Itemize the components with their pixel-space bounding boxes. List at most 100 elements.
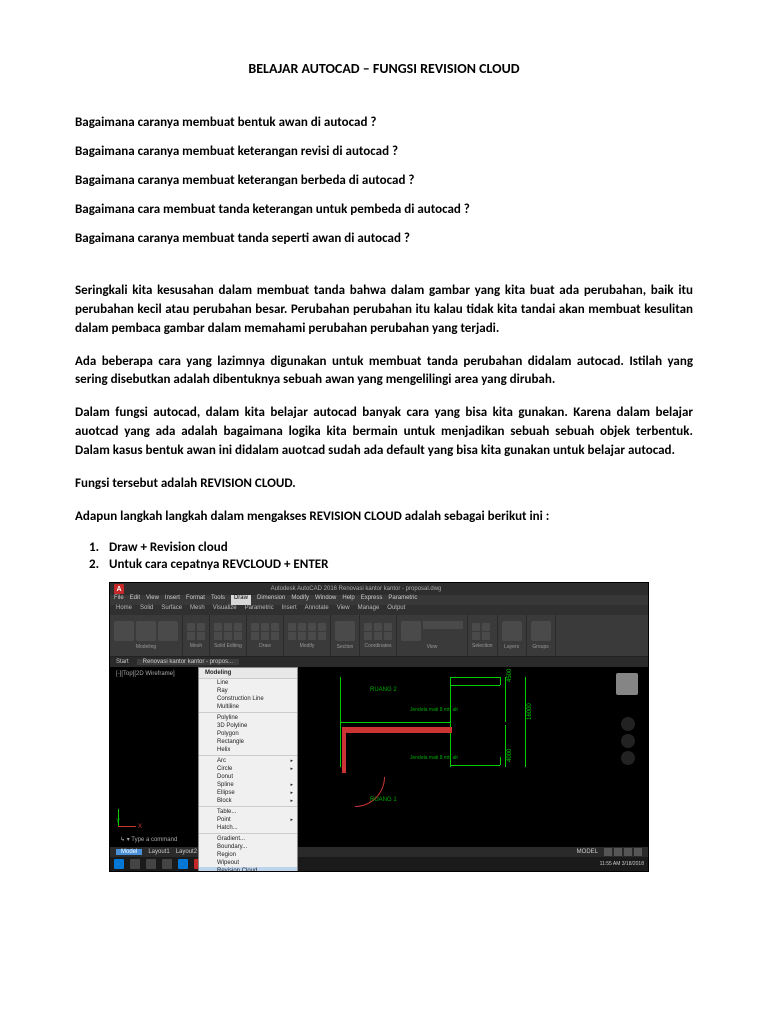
- drawmenu-item[interactable]: Ellipse: [199, 789, 297, 797]
- paragraph-4: Fungsi tersebut adalah REVISION CLOUD.: [75, 475, 693, 494]
- menu-format[interactable]: Format: [186, 595, 205, 605]
- rtab-surface[interactable]: Surface: [161, 605, 182, 615]
- page-title: BELAJAR AUTOCAD – FUNGSI REVISION CLOUD: [75, 60, 693, 77]
- label-ruang1: RUANG 1: [370, 797, 397, 803]
- wall-line: [500, 677, 501, 685]
- rib-panel-view: View: [397, 615, 468, 656]
- dim-line: [505, 677, 506, 722]
- acad-filetabs: Start Renovasi kantor kantor - propos...: [110, 657, 648, 667]
- drawmenu-item[interactable]: Revision Cloud: [199, 867, 297, 872]
- menu-draw[interactable]: Draw: [231, 595, 251, 605]
- rtab-manage[interactable]: Manage: [358, 605, 380, 615]
- menu-modify[interactable]: Modify: [291, 595, 309, 605]
- drawmenu-item[interactable]: Hatch...: [199, 824, 297, 832]
- taskbar-icon[interactable]: [162, 859, 172, 869]
- drawmenu-item[interactable]: Construction Line: [199, 695, 297, 703]
- acad-ribbontabs: Home Solid Surface Mesh Visualize Parame…: [110, 605, 648, 615]
- acad-titlebar: A Autodesk AutoCAD 2016 Renovasi kantor …: [110, 583, 648, 595]
- wall-line: [450, 765, 500, 766]
- drawmenu-item[interactable]: Donut: [199, 773, 297, 781]
- rtab-view[interactable]: View: [337, 605, 350, 615]
- rib-panel-coord: Coordinates: [360, 615, 397, 656]
- filetab-doc[interactable]: Renovasi kantor kantor - propos...: [137, 659, 239, 665]
- taskbar-clock: 11:55 AM 3/18/2018: [600, 862, 644, 867]
- status-model: MODEL: [577, 849, 598, 855]
- menu-dimension[interactable]: Dimension: [257, 595, 285, 605]
- drawmenu-item[interactable]: Polyline: [199, 712, 297, 722]
- drawmenu-item[interactable]: Ray: [199, 687, 297, 695]
- autocad-logo-icon: A: [114, 584, 124, 594]
- label-jendela-2: Jendela mati 8 mtr alt: [410, 755, 458, 761]
- label-jendela-1: Jendela mati 8 mtr alt: [410, 707, 458, 713]
- rtab-mesh[interactable]: Mesh: [190, 605, 205, 615]
- drawmenu-item[interactable]: Multiline: [199, 703, 297, 711]
- step-1: Draw + Revision cloud: [109, 540, 693, 555]
- question-1: Bagaimana caranya membuat bentuk awan di…: [75, 115, 693, 130]
- drawmenu-item[interactable]: Circle: [199, 765, 297, 773]
- menu-edit[interactable]: Edit: [130, 595, 140, 605]
- menu-express[interactable]: Express: [361, 595, 383, 605]
- windows-taskbar: 11:55 AM 3/18/2018: [110, 857, 648, 871]
- paragraph-3: Dalam fungsi autocad, dalam kita belajar…: [75, 404, 693, 461]
- rtab-home[interactable]: Home: [116, 605, 132, 615]
- filetab-start[interactable]: Start: [116, 659, 129, 665]
- acad-layout-tabs: Model Layout1 Layout2 MODEL: [110, 847, 648, 857]
- tab-layout1[interactable]: Layout1: [148, 849, 169, 855]
- question-4: Bagaimana cara membuat tanda keterangan …: [75, 202, 693, 217]
- drawmenu-item[interactable]: 3D Polyline: [199, 722, 297, 730]
- drawmenu-item[interactable]: Spline: [199, 781, 297, 789]
- taskbar-icon[interactable]: [130, 859, 140, 869]
- question-3: Bagaimana caranya membuat keterangan ber…: [75, 173, 693, 188]
- rtab-parametric[interactable]: Parametric: [245, 605, 274, 615]
- taskbar-icon[interactable]: [178, 859, 188, 869]
- rtab-annotate[interactable]: Annotate: [305, 605, 329, 615]
- command-line[interactable]: ↳ ▾ Type a command: [120, 836, 177, 843]
- drawmenu-item[interactable]: Rectangle: [199, 738, 297, 746]
- red-wall: [342, 727, 452, 733]
- drawmenu-item[interactable]: Wipeout: [199, 859, 297, 867]
- drawmenu-item[interactable]: Line: [199, 679, 297, 687]
- drawmenu-item[interactable]: Point: [199, 816, 297, 824]
- drawmenu-item[interactable]: Polygon: [199, 730, 297, 738]
- nav-bar[interactable]: [618, 717, 638, 777]
- drawmenu-item[interactable]: Boundary...: [199, 843, 297, 851]
- rtab-visualize[interactable]: Visualize: [213, 605, 237, 615]
- dim-4000: 4000: [507, 749, 513, 762]
- drawmenu-item[interactable]: Block: [199, 797, 297, 805]
- rib-panel-modeling: Modeling: [110, 615, 183, 656]
- menu-insert[interactable]: Insert: [165, 595, 180, 605]
- menu-window[interactable]: Window: [315, 595, 336, 605]
- drawmenu-item[interactable]: Arc: [199, 755, 297, 765]
- drawmenu-item[interactable]: Table...: [199, 806, 297, 816]
- menu-view[interactable]: View: [146, 595, 159, 605]
- rib-panel-section: Section: [331, 615, 360, 656]
- start-button-icon[interactable]: [114, 859, 124, 869]
- dim-line: [525, 677, 526, 767]
- menu-parametric[interactable]: Parametric: [388, 595, 417, 605]
- menu-help[interactable]: Help: [342, 595, 354, 605]
- drawmenu-item[interactable]: Region: [199, 851, 297, 859]
- rtab-insert[interactable]: Insert: [282, 605, 297, 615]
- rtab-solid[interactable]: Solid: [140, 605, 153, 615]
- drawmenu-item[interactable]: Gradient...: [199, 833, 297, 843]
- wall-line: [450, 685, 500, 686]
- acad-ribbon: Modeling Mesh Solid Editing Draw Modify …: [110, 615, 648, 657]
- paragraph-2: Ada beberapa cara yang lazimnya digunaka…: [75, 353, 693, 391]
- question-2: Bagaimana caranya membuat keterangan rev…: [75, 144, 693, 159]
- menu-file[interactable]: File: [114, 595, 124, 605]
- question-5: Bagaimana caranya membuat tanda seperti …: [75, 231, 693, 246]
- tab-layout2[interactable]: Layout2: [176, 849, 197, 855]
- tab-model[interactable]: Model: [116, 849, 142, 855]
- label-ruang2: RUANG 2: [370, 687, 397, 693]
- paragraph-5: Adapun langkah langkah dalam mengakses R…: [75, 508, 693, 527]
- draw-dropdown: Modeling LineRayConstruction LineMultili…: [198, 667, 298, 872]
- taskbar-icon[interactable]: [146, 859, 156, 869]
- rtab-output[interactable]: Output: [387, 605, 405, 615]
- rib-panel-mesh: Mesh: [183, 615, 210, 656]
- drawmenu-item[interactable]: Helix: [199, 746, 297, 754]
- wall-line: [340, 722, 450, 723]
- viewcube[interactable]: [616, 673, 638, 695]
- steps-list: Draw + Revision cloud Untuk cara cepatny…: [75, 540, 693, 572]
- drawmenu-modeling[interactable]: Modeling: [199, 668, 297, 679]
- menu-tools[interactable]: Tools: [211, 595, 225, 605]
